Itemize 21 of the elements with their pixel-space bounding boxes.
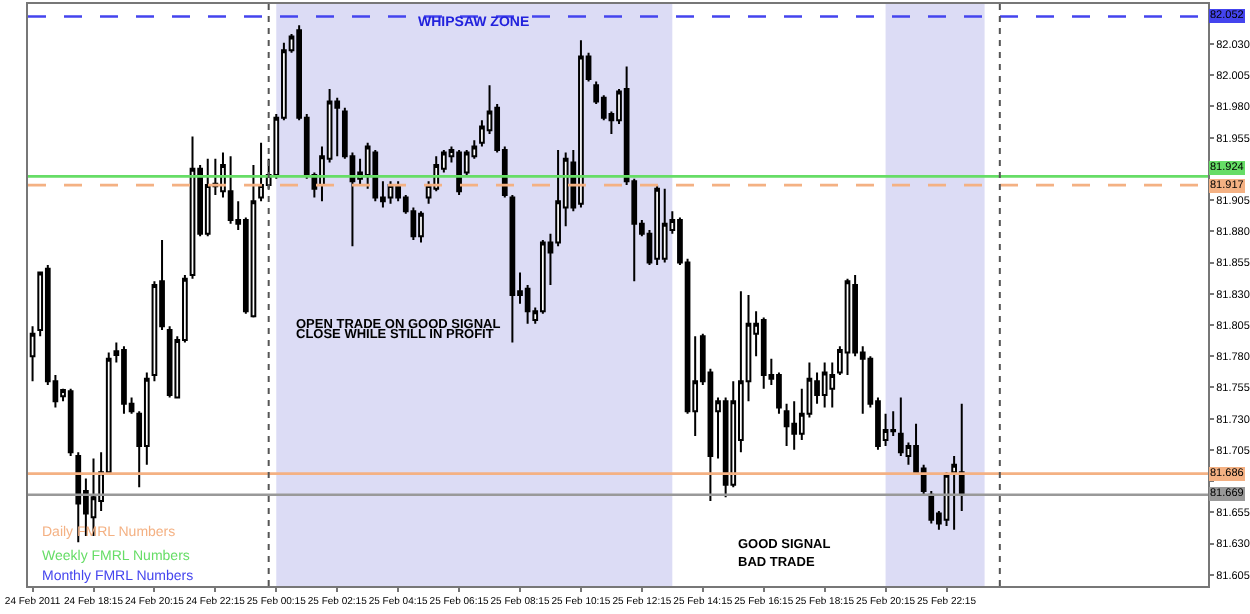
candlestick bbox=[829, 361, 836, 409]
candlestick bbox=[897, 396, 904, 458]
candlestick bbox=[250, 164, 257, 319]
candlestick bbox=[189, 135, 196, 280]
candlestick bbox=[821, 361, 828, 409]
candlestick bbox=[578, 39, 584, 209]
candlestick bbox=[661, 187, 668, 264]
candlestick bbox=[258, 141, 264, 203]
candlestick bbox=[204, 157, 211, 238]
candlestick bbox=[890, 410, 897, 438]
candlestick bbox=[654, 184, 660, 267]
candlestick bbox=[844, 277, 851, 376]
candlestick bbox=[783, 402, 790, 448]
candlestick bbox=[372, 149, 379, 203]
candlestick bbox=[760, 316, 767, 390]
candlestick bbox=[334, 96, 341, 158]
candlestick bbox=[166, 325, 173, 399]
candlestick bbox=[121, 345, 127, 415]
candlestick bbox=[418, 210, 424, 244]
candlestick bbox=[456, 149, 462, 197]
candlestick bbox=[227, 155, 234, 225]
